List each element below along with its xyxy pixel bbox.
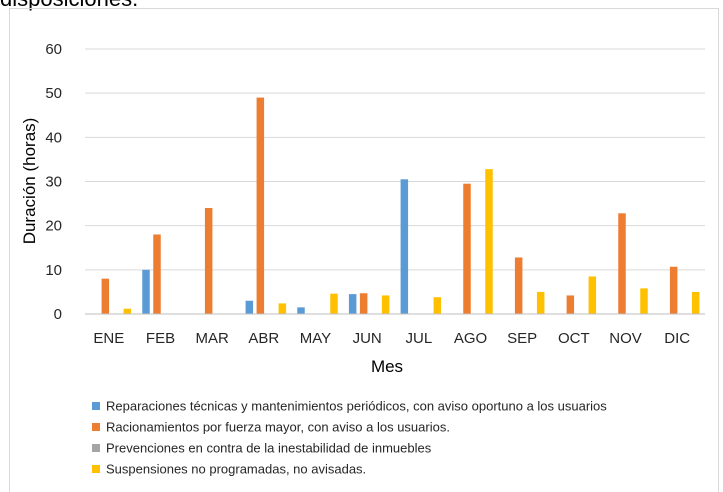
legend-swatch xyxy=(92,423,100,431)
x-tick-label: DIC xyxy=(664,330,690,347)
bar-ago-series-2 xyxy=(463,183,471,314)
bar-may-series-1 xyxy=(297,307,305,314)
legend-label: Reparaciones técnicas y mantenimientos p… xyxy=(106,399,607,414)
legend-label: Prevenciones en contra de la inestabilid… xyxy=(106,441,432,456)
x-tick-label: NOV xyxy=(609,330,642,347)
x-tick-label: ENE xyxy=(93,330,124,347)
y-tick-labels: 0 10 20 30 40 50 60 xyxy=(45,41,62,323)
bar-nov-series-2 xyxy=(618,213,626,314)
x-tick-labels: ENE FEB MAR ABR MAY JUN JUL AGO SEP OCT NOV DIC xyxy=(93,330,690,347)
bar-jun-series-4 xyxy=(381,295,390,314)
y-axis-title: Duración (horas) xyxy=(20,118,39,245)
bar-feb-series-2 xyxy=(153,234,161,314)
bar-jul-series-1 xyxy=(400,179,409,314)
bar-ene-series-2 xyxy=(101,278,110,314)
y-tick-label: 40 xyxy=(45,129,62,146)
y-tick-label: 50 xyxy=(45,85,62,102)
y-tick-label: 0 xyxy=(54,306,62,323)
legend-swatch xyxy=(92,402,100,410)
bar-sep-series-2 xyxy=(514,257,523,314)
x-tick-label: ABR xyxy=(248,330,279,347)
bar-may-series-4 xyxy=(330,293,338,314)
y-tick-label: 30 xyxy=(45,174,62,191)
bar-ene-series-4 xyxy=(123,308,132,314)
legend-swatch xyxy=(92,444,100,452)
bar-oct-series-2 xyxy=(566,295,575,314)
bar-jun-series-2 xyxy=(359,293,368,314)
x-tick-label: OCT xyxy=(558,330,590,347)
gridlines xyxy=(85,48,705,271)
bar-abr-series-4 xyxy=(278,303,287,314)
x-axis-title: Mes xyxy=(371,357,403,376)
legend-label: Suspensiones no programadas, no avisadas… xyxy=(106,462,366,477)
bar-oct-series-4 xyxy=(588,276,597,314)
x-tick-label: MAY xyxy=(300,330,331,347)
bar-nov-series-4 xyxy=(640,288,648,314)
bar-ago-series-4 xyxy=(485,169,493,314)
legend-label: Racionamientos por fuerza mayor, con avi… xyxy=(106,420,450,435)
cropped-heading-text: disposiciones. xyxy=(0,0,138,12)
x-tick-label: MAR xyxy=(195,330,229,347)
y-tick-label: 20 xyxy=(45,218,62,235)
x-tick-label: SEP xyxy=(507,330,537,347)
legend-swatch xyxy=(92,465,100,473)
legend: Reparaciones técnicas y mantenimientos p… xyxy=(92,399,607,477)
x-tick-label: AGO xyxy=(454,330,487,347)
bar-abr-series-1 xyxy=(245,300,254,314)
bar-sep-series-4 xyxy=(536,291,545,314)
bar-abr-series-2 xyxy=(256,97,265,314)
bar-jul-series-4 xyxy=(433,297,442,314)
x-tick-label: JUL xyxy=(405,330,432,347)
x-tick-label: FEB xyxy=(146,330,175,347)
y-tick-label: 60 xyxy=(45,41,62,58)
bar-jun-series-1 xyxy=(348,294,357,314)
x-tick-label: JUN xyxy=(353,330,382,347)
bars xyxy=(101,97,700,314)
bar-dic-series-2 xyxy=(669,266,678,314)
bar-mar-series-2 xyxy=(204,208,213,314)
bar-feb-series-1 xyxy=(142,269,150,314)
chart-frame xyxy=(9,8,719,492)
y-tick-label: 10 xyxy=(45,262,62,279)
bar-dic-series-4 xyxy=(691,291,700,314)
